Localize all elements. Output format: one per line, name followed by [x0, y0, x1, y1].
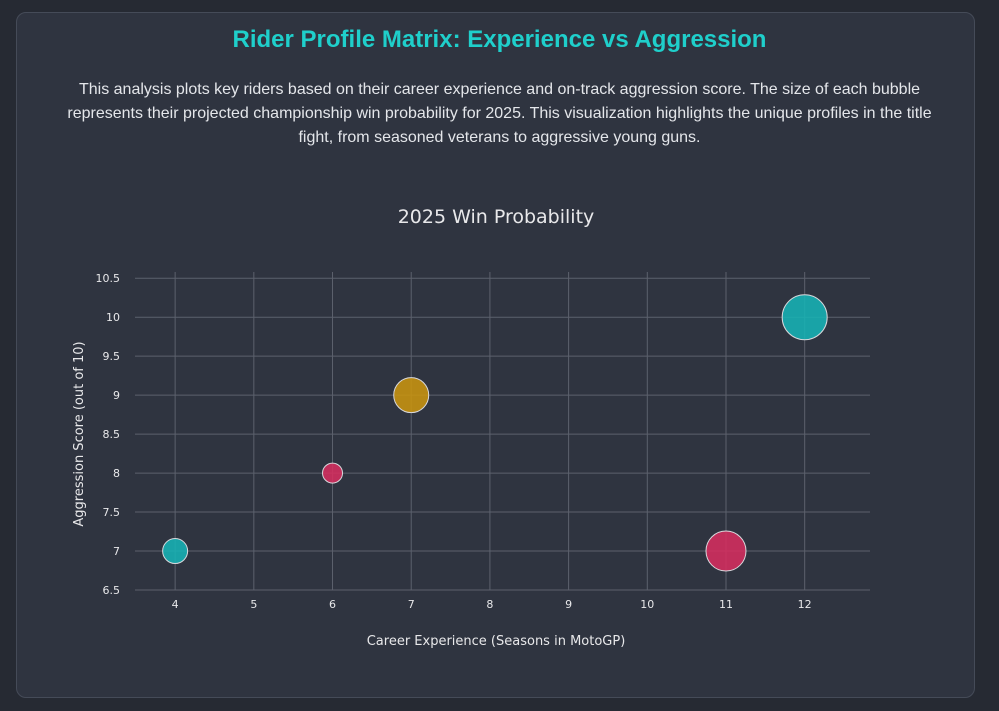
y-tick-label: 9.5 [103, 350, 121, 363]
x-tick-label: 10 [640, 598, 654, 611]
x-tick-label: 5 [250, 598, 257, 611]
x-tick-label: 6 [329, 598, 336, 611]
x-tick-label: 12 [798, 598, 812, 611]
y-tick-label: 10 [106, 311, 120, 324]
y-tick-label: 7 [113, 545, 120, 558]
x-tick-label: 7 [408, 598, 415, 611]
y-tick-label: 8 [113, 467, 120, 480]
bubble-point [705, 530, 747, 572]
y-axis-label: Aggression Score (out of 10) [72, 341, 87, 526]
x-tick-label: 11 [719, 598, 733, 611]
y-tick-label: 7.5 [103, 506, 121, 519]
y-tick-label: 6.5 [103, 584, 121, 597]
y-tick-label: 8.5 [103, 428, 121, 441]
page-title: Rider Profile Matrix: Experience vs Aggr… [232, 26, 767, 53]
x-axis-label: Career Experience (Seasons in MotoGP) [367, 634, 626, 649]
bubble-point [781, 294, 828, 341]
y-tick-label: 10.5 [96, 272, 121, 285]
chart-card [16, 12, 975, 698]
x-tick-label: 4 [172, 598, 179, 611]
chart-title: 2025 Win Probability [398, 206, 595, 228]
y-tick-label: 9 [113, 389, 120, 402]
bubble-point [322, 462, 344, 484]
x-tick-label: 8 [486, 598, 493, 611]
page-description: This analysis plots key riders based on … [67, 81, 932, 146]
bubble-point [162, 538, 189, 565]
bubble-point [393, 377, 430, 414]
x-tick-label: 9 [565, 598, 572, 611]
